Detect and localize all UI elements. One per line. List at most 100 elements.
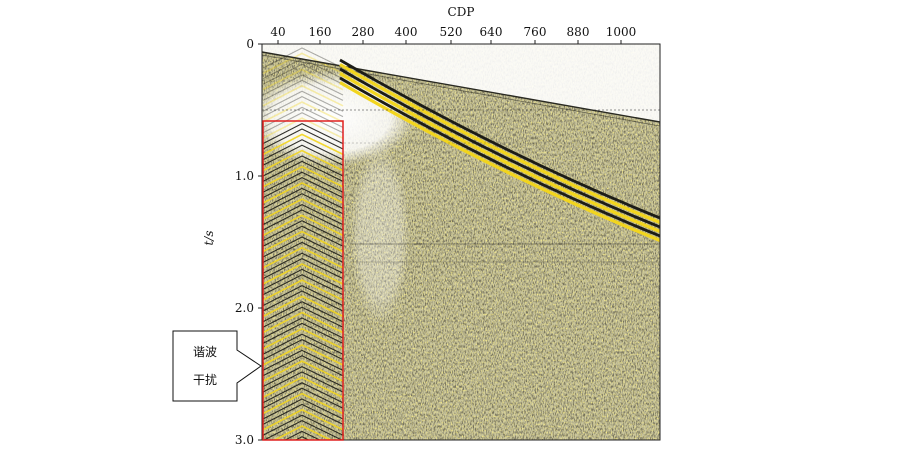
x-tick-label: 40 (270, 25, 285, 39)
y-tick-label: 2.0 (235, 301, 254, 315)
harmonic-wavefront (262, 284, 344, 307)
x-tick-label: 880 (567, 25, 590, 39)
harmonic-wavefront (262, 252, 344, 274)
harmonic-wavefront (262, 230, 344, 253)
quiet-zone-top (262, 44, 660, 122)
harmonic-wavefront (262, 241, 344, 263)
harmonic-wavefront (262, 149, 344, 172)
harmonic-wavefront (262, 398, 344, 420)
first-break-line-shadow (262, 54, 660, 127)
callout-arrow-box (172, 330, 262, 402)
harmonic-wavefront (262, 84, 344, 107)
x-tick-label: 1000 (606, 25, 637, 39)
harmonic-wavefront (262, 198, 344, 220)
harmonic-wavefront (262, 371, 344, 393)
harmonic-wavefront (262, 128, 344, 150)
harmonic-wavefront (262, 187, 344, 209)
harmonic-wavefront (262, 122, 344, 145)
first-break-line (262, 51, 660, 123)
harmonic-wavefront (262, 387, 344, 409)
harmonic-wavefront (262, 155, 344, 177)
x-tick-label: 280 (352, 25, 375, 39)
dipping-event-stripe (339, 63, 660, 224)
x-tick-label: 400 (395, 25, 418, 39)
dipping-event (339, 58, 660, 242)
harmonic-wavefront (262, 355, 344, 377)
harmonic-wavefront (262, 360, 344, 382)
harmonic-wavefront (262, 333, 344, 355)
harmonic-wavefront (263, 442, 343, 450)
harmonic-wavefront (262, 225, 344, 247)
x-tick-label: 160 (309, 25, 332, 39)
quiet-zone-glow-lower (350, 145, 410, 325)
harmonic-wavefront (262, 263, 344, 285)
harmonic-wavefront (262, 139, 344, 161)
harmonic-wavefront (262, 214, 344, 237)
harmonic-wavefront (262, 171, 344, 193)
harmonic-wavefront (262, 246, 344, 269)
harmonic-highlight-box (262, 120, 344, 441)
harmonic-wavefront (262, 203, 344, 226)
harmonic-wavefront (262, 419, 344, 440)
harmonic-wavefront (262, 279, 344, 301)
harmonic-wavefront (262, 349, 344, 371)
dipping-event-stripe (339, 76, 660, 238)
harmonic-wavefront (262, 376, 344, 399)
harmonic-wavefront (262, 268, 344, 290)
harmonic-wavefront (262, 236, 344, 258)
harmonic-wavefront (262, 311, 344, 334)
dipping-event-stripe (339, 81, 660, 242)
harmonic-wavefront (262, 144, 344, 166)
harmonic-wavefront (294, 436, 310, 440)
harmonic-wavefront (262, 274, 344, 296)
harmonic-wavefront (262, 414, 344, 436)
dipping-event-stripe (339, 58, 660, 220)
harmonic-wavefront (262, 382, 344, 404)
harmonic-wavefront (262, 403, 344, 425)
harmonic-wavefront (262, 79, 344, 101)
harmonic-wavefront (262, 408, 344, 431)
harmonic-wavefront (262, 327, 344, 350)
harmonic-wavefront (262, 160, 344, 182)
plot-frame (261, 43, 661, 441)
harmonic-wavefront (262, 322, 344, 344)
harmonic-wavefront (262, 165, 344, 188)
harmonic-wavefront (262, 317, 344, 339)
x-tick-label: 520 (440, 25, 463, 39)
harmonic-wavefront (262, 90, 344, 112)
harmonic-wavefront (262, 344, 344, 366)
harmonic-wavefront (262, 295, 344, 318)
harmonic-wavefront (262, 117, 344, 139)
harmonic-wavefront (262, 290, 344, 312)
harmonic-wavefront (262, 338, 344, 361)
y-tick-label: 0 (246, 37, 254, 51)
harmonic-wavefront (262, 176, 344, 199)
dipping-event-stripe (339, 72, 660, 233)
y-tick-label: 1.0 (235, 169, 254, 183)
harmonic-wavefront (262, 101, 344, 123)
harmonic-wavefront (262, 193, 344, 215)
harmonic-wavefront (262, 257, 344, 280)
harmonic-wavefront (262, 63, 344, 85)
harmonic-wavefront (262, 74, 344, 96)
harmonic-wavefront (262, 182, 344, 204)
seismic-section (262, 44, 660, 450)
harmonic-wavefront (262, 133, 344, 156)
harmonic-wavefront (262, 68, 344, 91)
x-axis: CDP 40 160 280 400 520 640 760 880 1000 (270, 5, 636, 44)
harmonic-wavefront (262, 209, 344, 231)
harmonic-wavefront (262, 112, 344, 134)
dipping-event-stripe (339, 67, 660, 229)
harmonic-wavefront (262, 47, 344, 69)
callout-line2: 干扰 (193, 373, 217, 387)
harmonic-wavefront (262, 306, 344, 328)
x-tick-label: 760 (524, 25, 547, 39)
harmonic-wavefront (262, 301, 344, 323)
y-axis-title: t/s (202, 230, 216, 245)
harmonic-wavefront (284, 430, 321, 440)
x-axis-title: CDP (448, 5, 475, 19)
y-axis: t/s 0 1.0 2.0 3.0 (202, 37, 262, 447)
harmonic-wavefront (262, 365, 344, 388)
harmonic-callout: 谐波 干扰 (172, 330, 262, 402)
